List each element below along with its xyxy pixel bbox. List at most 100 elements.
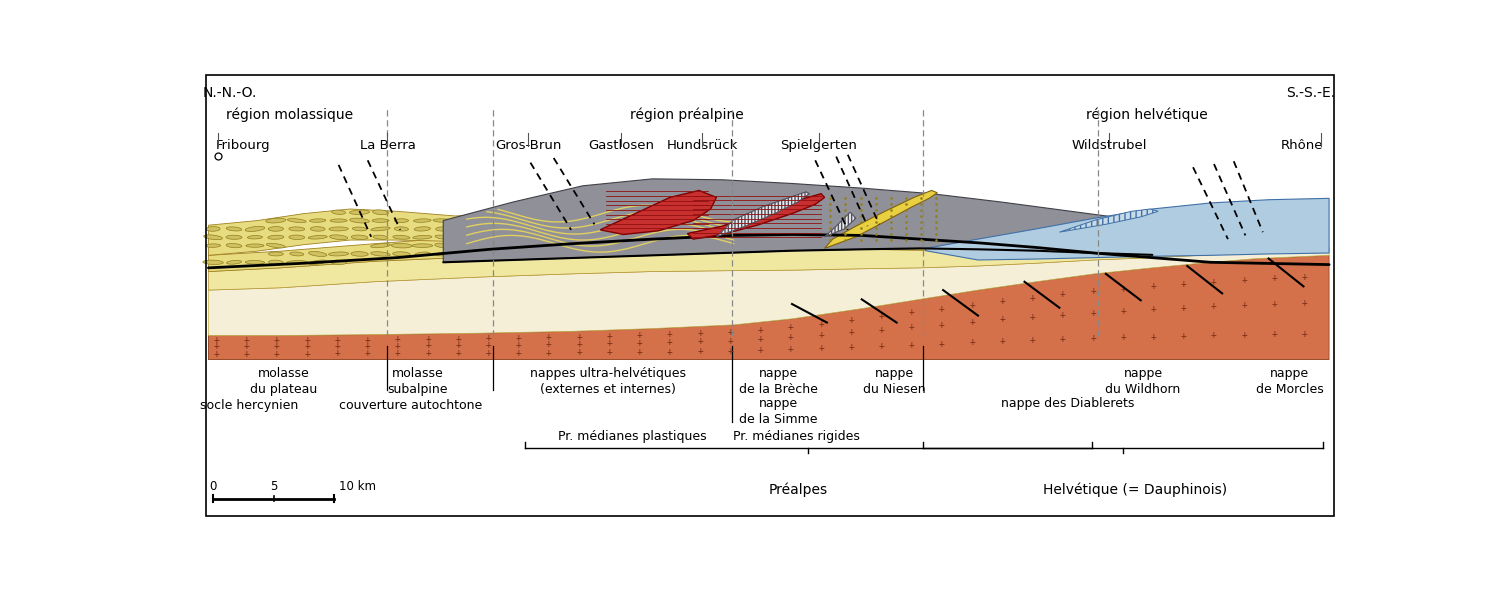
Text: +: + bbox=[1302, 272, 1308, 282]
Ellipse shape bbox=[663, 235, 682, 240]
Text: nappe
du Wildhorn: nappe du Wildhorn bbox=[1106, 367, 1180, 396]
Text: +: + bbox=[546, 340, 552, 349]
Text: nappe
de Morcles: nappe de Morcles bbox=[1256, 367, 1323, 396]
Ellipse shape bbox=[290, 235, 304, 240]
Ellipse shape bbox=[582, 227, 598, 231]
Ellipse shape bbox=[458, 226, 471, 231]
Text: +: + bbox=[1180, 279, 1186, 289]
Text: +: + bbox=[1180, 331, 1186, 341]
Text: 0: 0 bbox=[210, 480, 218, 494]
Text: +: + bbox=[849, 327, 853, 338]
Text: Helvétique (= Dauphinois): Helvétique (= Dauphinois) bbox=[1042, 482, 1227, 497]
Polygon shape bbox=[825, 213, 856, 237]
Ellipse shape bbox=[414, 219, 430, 222]
Text: nappe
du Niesen: nappe du Niesen bbox=[862, 367, 926, 396]
Polygon shape bbox=[926, 203, 1329, 249]
Ellipse shape bbox=[413, 235, 432, 239]
Text: Pr. médianes plastiques: Pr. médianes plastiques bbox=[558, 430, 706, 443]
Ellipse shape bbox=[309, 219, 326, 222]
Polygon shape bbox=[209, 250, 1329, 335]
Ellipse shape bbox=[708, 235, 722, 239]
Ellipse shape bbox=[789, 244, 808, 247]
Text: +: + bbox=[546, 348, 552, 358]
Polygon shape bbox=[209, 255, 1329, 359]
Ellipse shape bbox=[748, 227, 766, 231]
Text: +: + bbox=[1029, 335, 1035, 346]
Ellipse shape bbox=[244, 261, 264, 264]
Text: +: + bbox=[1150, 304, 1156, 314]
Text: +: + bbox=[546, 332, 552, 343]
Ellipse shape bbox=[226, 227, 242, 231]
Ellipse shape bbox=[644, 226, 662, 231]
Ellipse shape bbox=[414, 227, 430, 231]
Ellipse shape bbox=[580, 218, 600, 223]
Text: +: + bbox=[758, 324, 764, 335]
Ellipse shape bbox=[248, 235, 262, 239]
Ellipse shape bbox=[290, 252, 304, 256]
Ellipse shape bbox=[268, 226, 284, 231]
Ellipse shape bbox=[789, 235, 808, 240]
Ellipse shape bbox=[416, 252, 430, 256]
Ellipse shape bbox=[478, 227, 492, 231]
Ellipse shape bbox=[644, 235, 662, 240]
Ellipse shape bbox=[330, 219, 346, 222]
Ellipse shape bbox=[456, 219, 472, 223]
Ellipse shape bbox=[894, 244, 914, 247]
Ellipse shape bbox=[352, 227, 366, 231]
Ellipse shape bbox=[204, 235, 222, 240]
Text: +: + bbox=[424, 348, 430, 358]
Ellipse shape bbox=[393, 252, 410, 256]
Text: +: + bbox=[879, 341, 885, 351]
Text: S.-S.-E.: S.-S.-E. bbox=[1286, 86, 1335, 100]
Text: +: + bbox=[818, 318, 824, 329]
Text: +: + bbox=[818, 330, 824, 340]
Text: +: + bbox=[334, 335, 340, 345]
Text: +: + bbox=[1272, 329, 1278, 339]
Text: +: + bbox=[364, 335, 370, 345]
Text: +: + bbox=[213, 335, 219, 346]
Text: +: + bbox=[1242, 330, 1246, 340]
Text: +: + bbox=[818, 343, 824, 353]
Ellipse shape bbox=[351, 235, 368, 240]
Text: +: + bbox=[1120, 332, 1126, 343]
Text: +: + bbox=[244, 349, 249, 359]
Text: +: + bbox=[999, 314, 1005, 324]
Ellipse shape bbox=[374, 235, 388, 240]
Ellipse shape bbox=[393, 235, 410, 239]
Text: +: + bbox=[758, 346, 764, 355]
Text: +: + bbox=[909, 308, 915, 317]
Text: 5: 5 bbox=[270, 480, 278, 494]
Ellipse shape bbox=[456, 243, 472, 248]
Ellipse shape bbox=[435, 235, 451, 240]
Ellipse shape bbox=[433, 219, 453, 222]
Text: +: + bbox=[1272, 273, 1278, 283]
Text: nappe
de la Brèche: nappe de la Brèche bbox=[738, 367, 818, 396]
Text: +: + bbox=[424, 341, 430, 350]
Text: +: + bbox=[939, 303, 945, 314]
Ellipse shape bbox=[370, 227, 390, 231]
Text: +: + bbox=[244, 335, 249, 346]
Text: socle hercynien: socle hercynien bbox=[200, 399, 298, 412]
Text: +: + bbox=[606, 331, 612, 341]
Text: Pr. médianes rigides: Pr. médianes rigides bbox=[734, 430, 860, 443]
Text: +: + bbox=[879, 311, 885, 321]
Text: +: + bbox=[849, 343, 853, 352]
Ellipse shape bbox=[603, 243, 619, 248]
Ellipse shape bbox=[813, 244, 826, 247]
Ellipse shape bbox=[496, 235, 516, 240]
Ellipse shape bbox=[518, 244, 537, 247]
Ellipse shape bbox=[332, 210, 345, 214]
Text: +: + bbox=[1180, 302, 1186, 312]
Ellipse shape bbox=[286, 261, 308, 264]
Text: +: + bbox=[1210, 330, 1216, 340]
Text: +: + bbox=[788, 322, 794, 332]
Ellipse shape bbox=[206, 226, 220, 231]
Text: +: + bbox=[1090, 286, 1096, 296]
Ellipse shape bbox=[392, 243, 411, 248]
Ellipse shape bbox=[518, 235, 536, 240]
Ellipse shape bbox=[622, 226, 640, 231]
Text: +: + bbox=[969, 300, 975, 310]
Text: +: + bbox=[758, 334, 764, 344]
Text: +: + bbox=[606, 338, 612, 349]
Polygon shape bbox=[209, 355, 1329, 359]
